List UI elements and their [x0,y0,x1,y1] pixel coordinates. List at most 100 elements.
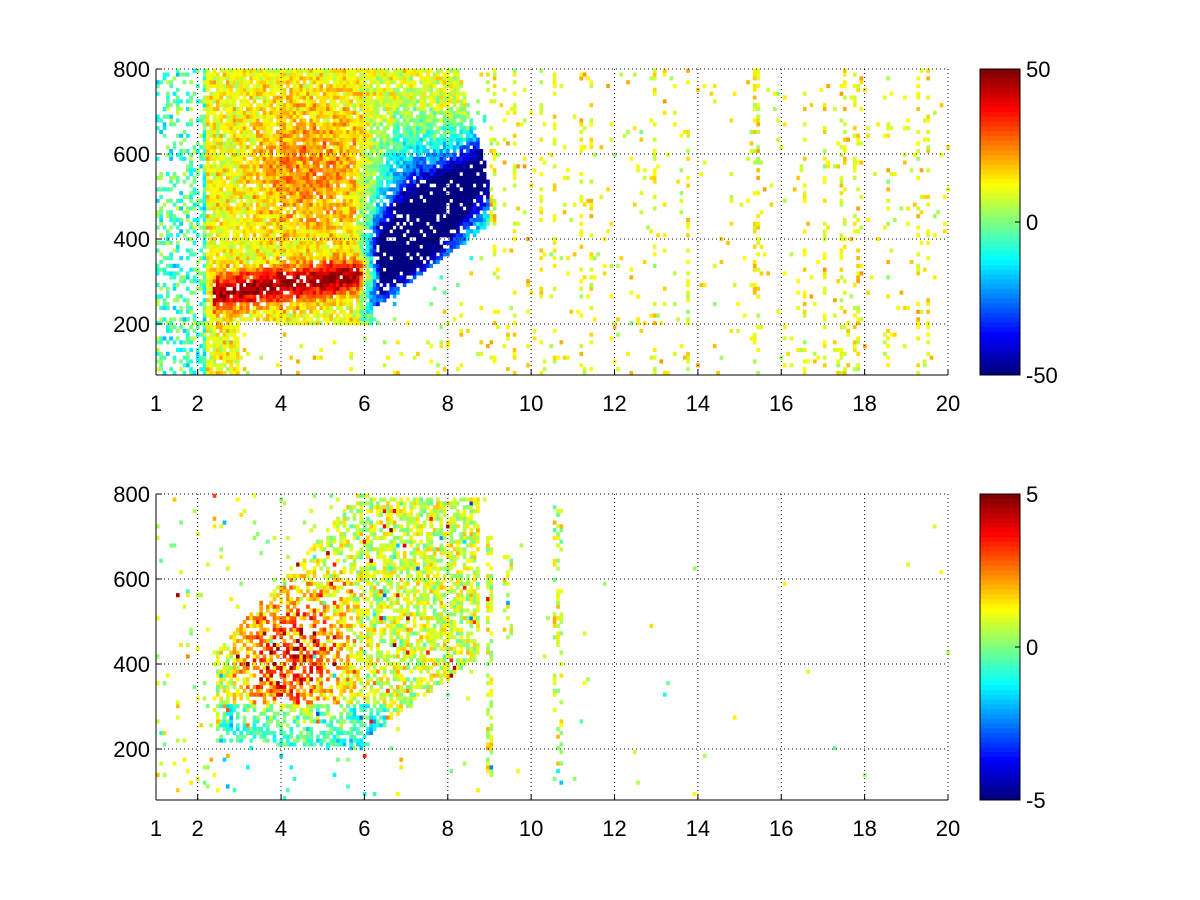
heatmap-cell [246,133,250,138]
heatmap-cell [362,210,367,215]
heatmap-cell [469,271,474,276]
heatmap-cell [216,233,220,238]
heatmap-cell [409,164,414,169]
heatmap-cell [349,152,354,157]
heatmap-cell [229,156,234,161]
heatmap-cell [222,229,227,234]
heatmap-cell [289,229,294,234]
heatmap-cell [432,187,437,192]
heatmap-cell [306,317,310,322]
heatmap-cell [229,91,234,96]
heatmap-cell [396,233,400,238]
heatmap-cell [462,187,467,192]
heatmap-cell [382,145,387,150]
heatmap-cell [356,172,360,177]
heatmap-cell [422,202,427,207]
heatmap-cell [332,133,337,138]
heatmap-cell [162,240,167,245]
heatmap-cell [246,179,250,184]
heatmap-cell [229,282,234,288]
heatmap-cell [429,194,434,200]
heatmap-cell [239,145,244,150]
heatmap-cell [356,282,360,288]
heatmap-cell [302,309,307,314]
heatmap-cell [409,110,414,115]
heatmap-cell [359,187,364,192]
heatmap-cell [156,271,160,276]
heatmap-cell [362,240,367,245]
heatmap-cell [262,221,267,226]
heatmap-cell [212,332,217,337]
heatmap-cell [416,149,420,154]
heatmap-cell [259,183,264,188]
heatmap-cell [456,202,460,207]
heatmap-cell [339,248,344,253]
heatmap-cell [462,164,467,169]
heatmap-cell [279,286,284,291]
heatmap-cell [376,145,380,150]
heatmap-cell [302,202,307,207]
heatmap-cell [306,233,310,238]
heatmap-cell [286,198,290,203]
heatmap-cell [399,149,404,154]
heatmap-cell [219,99,224,104]
heatmap-cell [276,210,280,215]
heatmap-cell [309,305,314,311]
heatmap-cell [446,68,450,73]
heatmap-cell [209,367,214,372]
heatmap-cell [232,294,237,299]
heatmap-cell [179,275,183,280]
heatmap-cell [202,198,207,203]
heatmap-cell [459,179,464,184]
heatmap-cell [452,217,457,223]
heatmap-cell [302,221,307,226]
heatmap-cell [186,164,190,169]
heatmap-cell [359,302,364,307]
heatmap-cell [216,80,220,85]
heatmap-cell [259,133,264,138]
heatmap-cell [256,187,260,192]
heatmap-cell [409,225,414,230]
heatmap-cell [359,91,364,96]
heatmap-cell [182,275,187,280]
heatmap-cell [276,194,280,200]
heatmap-cell [399,194,404,200]
heatmap-cell [336,95,340,100]
heatmap-cell [449,244,454,249]
heatmap-cell [409,137,414,142]
heatmap-cell [322,233,327,238]
heatmap-cell [309,191,314,196]
heatmap-cell [256,210,260,215]
heatmap-cell [419,217,424,223]
heatmap-cell [216,305,220,311]
heatmap-cell [329,263,334,268]
heatmap-cell [402,198,407,203]
heatmap-cell [329,267,334,272]
heatmap-cell [349,68,354,73]
heatmap-cell [439,256,444,261]
heatmap-cell [366,183,370,188]
heatmap-cell [329,160,334,165]
heatmap-cell [412,145,417,150]
heatmap-cell [339,271,344,276]
heatmap-cell [372,198,377,203]
heatmap-cell [319,114,324,119]
heatmap-cell [306,302,310,307]
heatmap-cell [312,237,317,242]
heatmap-cell [232,359,237,364]
heatmap-cell [346,106,350,112]
heatmap-cell [326,275,330,280]
heatmap-cell [262,225,267,230]
heatmap-cell [282,164,287,169]
heatmap-cell [359,256,364,261]
heatmap-cell [259,225,264,230]
heatmap-cell [309,275,314,280]
heatmap-cell [396,240,400,245]
heatmap-cell [222,240,227,245]
heatmap-cell [316,267,320,272]
heatmap-cell [419,141,424,146]
heatmap-cell [232,191,237,196]
heatmap-cell [226,305,230,311]
heatmap-cell [272,141,277,146]
heatmap-cell [352,87,357,92]
